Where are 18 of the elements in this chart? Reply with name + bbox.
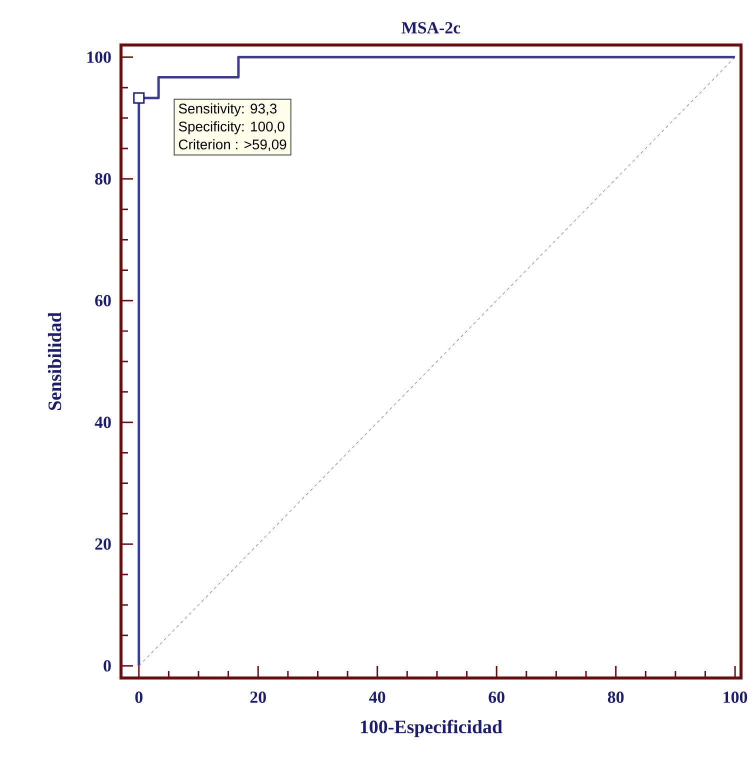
y-tick-label: 0 [104,660,111,672]
y-axis-title: Sensibilidad [48,312,62,410]
y-tick-label: 60 [95,294,111,306]
chart-title: MSA-2c [402,22,460,34]
y-tick-label: 80 [95,173,111,185]
x-tick-label: 0 [135,692,142,703]
x-tick-label: 40 [369,692,386,703]
annotation: Sensitivity: 93,3 [178,103,277,116]
annotation: Criterion : >59,09 [178,139,286,152]
x-tick-label: 60 [488,692,504,703]
annotation: Specificity: 100,0 [178,121,284,134]
y-tick-label: 20 [95,538,111,550]
y-tick-label: 40 [94,416,111,428]
x-tick-label: 20 [250,692,266,703]
y-tick-label: 100 [87,51,111,63]
x-tick-label: 80 [608,692,624,703]
x-axis-title: 100-Especificidad [361,720,502,738]
x-tick-label: 100 [724,692,748,703]
